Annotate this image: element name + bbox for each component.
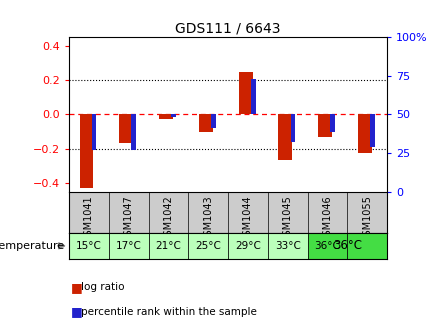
Bar (80, 114, 93, 188)
Text: percentile rank within the sample: percentile rank within the sample (81, 307, 257, 317)
Bar (358, 114, 372, 153)
Text: GSM1042: GSM1042 (163, 195, 174, 242)
Text: 33°C: 33°C (275, 241, 301, 251)
Bar (188, 233, 228, 259)
Bar (171, 114, 176, 117)
Text: 36°C: 36°C (315, 241, 340, 251)
Title: GDS111 / 6643: GDS111 / 6643 (175, 22, 281, 36)
Bar (318, 114, 332, 137)
Text: GSM1045: GSM1045 (283, 195, 293, 242)
Text: GSM1044: GSM1044 (243, 195, 253, 242)
Bar (330, 114, 335, 132)
Text: 21°C: 21°C (155, 241, 182, 251)
Bar (228, 233, 268, 259)
Bar (159, 114, 173, 120)
Text: 15°C: 15°C (76, 241, 102, 251)
Bar (109, 233, 149, 259)
Bar (239, 72, 252, 114)
Bar (251, 79, 255, 114)
Bar (268, 233, 307, 259)
Bar (199, 114, 213, 132)
Text: ■: ■ (71, 305, 83, 318)
Bar (279, 114, 292, 160)
Bar (92, 114, 97, 150)
Text: GSM1043: GSM1043 (203, 195, 213, 242)
Text: temperature: temperature (0, 241, 65, 251)
Bar (69, 233, 109, 259)
Text: 29°C: 29°C (235, 241, 261, 251)
Text: GSM1041: GSM1041 (84, 195, 94, 242)
Bar (370, 114, 375, 147)
Bar (119, 114, 133, 143)
Text: GSM1047: GSM1047 (124, 195, 134, 242)
Bar (131, 114, 136, 150)
Text: 25°C: 25°C (195, 241, 221, 251)
Text: 36°C: 36°C (333, 239, 362, 252)
Bar (291, 114, 295, 142)
Text: ■: ■ (71, 281, 83, 294)
Text: 17°C: 17°C (116, 241, 142, 251)
Bar (211, 114, 216, 128)
Text: log ratio: log ratio (81, 282, 125, 292)
Text: GSM1046: GSM1046 (323, 195, 332, 242)
Text: GSM1055: GSM1055 (362, 195, 372, 242)
Bar (348, 233, 387, 259)
Bar (149, 233, 188, 259)
Bar (307, 233, 348, 259)
